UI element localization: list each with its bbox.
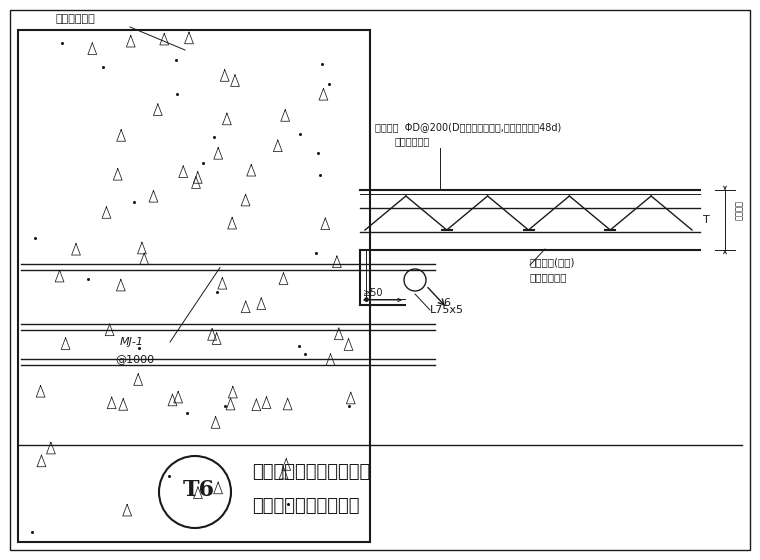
Text: T: T	[703, 215, 710, 225]
Text: 详结构施工图: 详结构施工图	[530, 272, 568, 282]
Text: MJ-1: MJ-1	[120, 337, 144, 347]
Text: 钢筋桁架垂直于剪力墙: 钢筋桁架垂直于剪力墙	[252, 497, 359, 515]
Text: 拉锚钢筋(如需): 拉锚钢筋(如需)	[530, 257, 575, 267]
Text: @1000: @1000	[115, 354, 154, 364]
Text: 楼板厚度: 楼板厚度	[734, 200, 743, 220]
Text: 楼承板与剪力墙连接节点: 楼承板与剪力墙连接节点	[252, 463, 370, 481]
Text: 拉锚钢筋  ΦD@200(D用钢筋桁架上弦,外伸长度满足48d): 拉锚钢筋 ΦD@200(D用钢筋桁架上弦,外伸长度满足48d)	[375, 122, 561, 132]
Text: L75x5: L75x5	[430, 305, 464, 315]
Bar	[18, 30, 370, 542]
Text: 6: 6	[443, 298, 450, 308]
Text: ≥50: ≥50	[363, 288, 384, 298]
Text: T6: T6	[183, 479, 215, 501]
Text: 详结构施工图: 详结构施工图	[395, 136, 430, 146]
Text: 核心筒剪力墙: 核心筒剪力墙	[55, 14, 95, 24]
